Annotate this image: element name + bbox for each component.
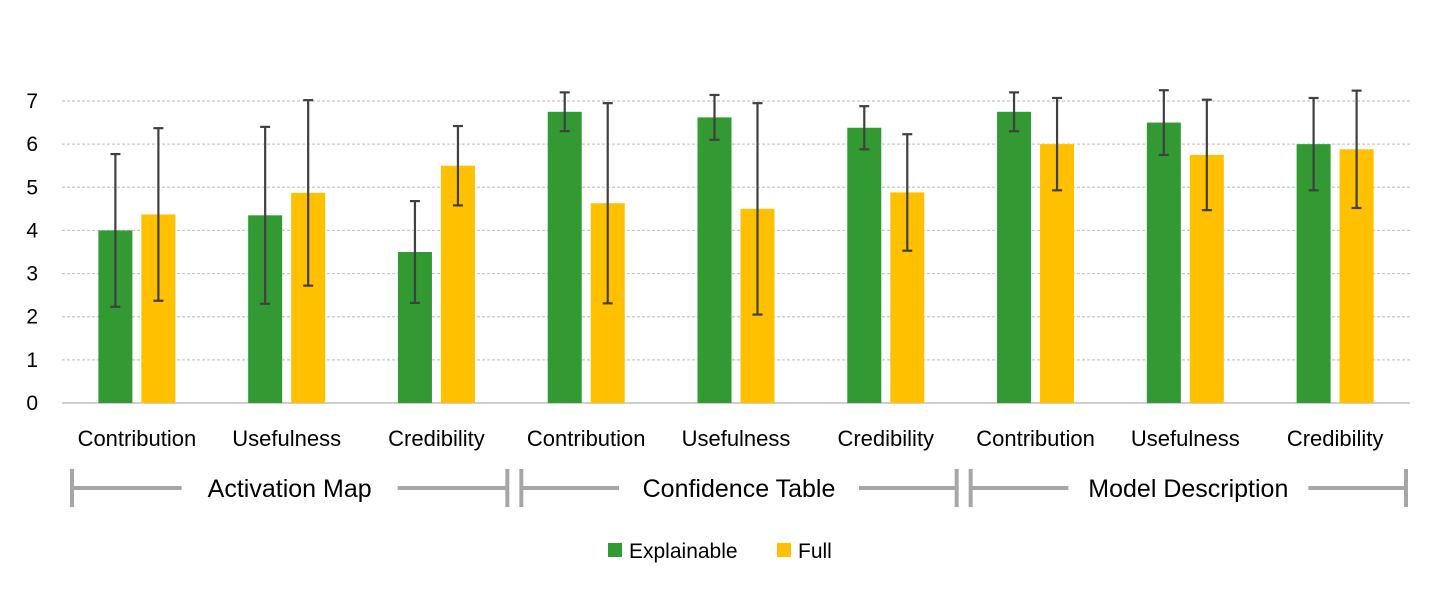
y-tick-label: 6 — [26, 133, 38, 156]
legend-label: Full — [798, 540, 832, 563]
legend-item-full: Full — [777, 540, 832, 563]
error-bar-full-6 — [1052, 96, 1063, 192]
error-bar-full-3 — [602, 102, 613, 305]
group-label: Activation Map — [208, 475, 372, 503]
bar-explainable-3 — [547, 111, 582, 404]
error-bar-full-4 — [752, 102, 763, 316]
category-label: Contribution — [78, 426, 197, 451]
group-bracket-0: Activation Map — [70, 469, 510, 507]
y-tick-label: 7 — [26, 90, 38, 113]
y-tick-label: 4 — [26, 219, 38, 242]
bar-explainable-5 — [847, 127, 882, 404]
error-bar-full-5 — [902, 133, 913, 252]
x-axis-labels: Contribution Usefulness Credibility Contrib… — [78, 426, 1384, 451]
error-bar-full-0 — [153, 127, 164, 302]
category-label: Contribution — [976, 426, 1095, 451]
error-bar-full-7 — [1201, 98, 1212, 212]
error-bar-full-2 — [452, 124, 463, 207]
category-label: Usefulness — [232, 426, 341, 451]
error-bars — [110, 89, 1362, 316]
error-bar-explainable-5 — [859, 105, 870, 151]
y-tick-label: 5 — [26, 176, 38, 199]
error-bar-full-8 — [1351, 89, 1362, 210]
error-bar-explainable-4 — [709, 93, 720, 141]
legend-item-explainable: Explainable — [608, 540, 738, 563]
gridlines — [62, 100, 1410, 404]
category-label: Credibility — [388, 426, 485, 451]
category-label: Contribution — [527, 426, 646, 451]
group-brackets: Activation Map Confidence Table Model Desc… — [70, 469, 1408, 507]
y-axis-ticks: 0 1 2 3 4 5 6 7 — [26, 90, 38, 415]
bar-explainable-6 — [997, 111, 1032, 404]
y-tick-label: 0 — [26, 392, 38, 415]
error-bar-explainable-1 — [260, 125, 271, 305]
category-label: Usefulness — [682, 426, 791, 451]
bar-explainable-7 — [1146, 122, 1181, 404]
group-bracket-2: Model Description — [968, 469, 1408, 507]
error-bar-explainable-8 — [1308, 96, 1319, 192]
bar-explainable-4 — [697, 117, 732, 403]
legend: Explainable Full — [608, 540, 832, 563]
error-bar-explainable-2 — [409, 199, 420, 305]
legend-swatch — [777, 543, 791, 557]
category-label: Credibility — [1287, 426, 1384, 451]
group-label: Confidence Table — [643, 475, 836, 503]
y-tick-label: 3 — [26, 263, 38, 286]
error-bar-explainable-3 — [559, 91, 570, 133]
error-bar-explainable-7 — [1158, 89, 1169, 157]
category-label: Usefulness — [1131, 426, 1240, 451]
group-bracket-1: Confidence Table — [519, 469, 959, 507]
legend-swatch — [608, 543, 622, 557]
error-bar-full-1 — [303, 99, 314, 287]
category-label: Credibility — [837, 426, 934, 451]
error-bar-explainable-6 — [1009, 91, 1020, 133]
group-label: Model Description — [1088, 475, 1288, 503]
y-tick-label: 1 — [26, 349, 38, 372]
legend-label: Explainable — [629, 540, 738, 563]
y-tick-label: 2 — [26, 306, 38, 329]
error-bar-explainable-0 — [110, 152, 121, 308]
